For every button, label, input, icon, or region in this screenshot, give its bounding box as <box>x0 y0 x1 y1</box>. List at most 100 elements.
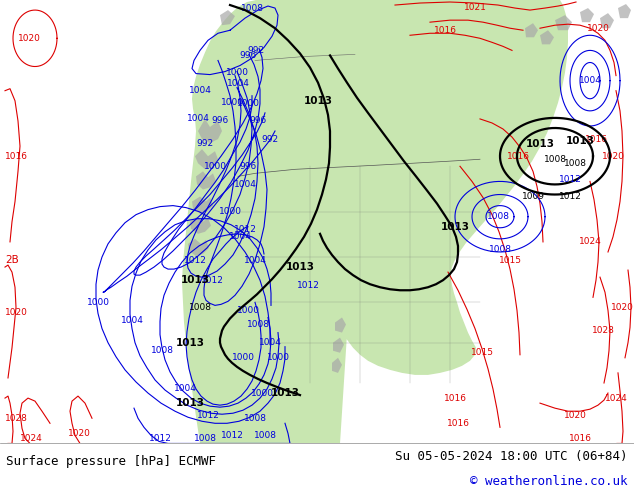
Text: 1013: 1013 <box>285 262 314 272</box>
Polygon shape <box>192 196 213 214</box>
Text: 1000: 1000 <box>226 68 249 77</box>
Polygon shape <box>600 13 614 28</box>
Text: 1013: 1013 <box>566 136 595 146</box>
Text: 1012: 1012 <box>297 281 320 290</box>
Text: 1004: 1004 <box>229 232 252 242</box>
Text: 1013: 1013 <box>441 222 470 232</box>
Text: 1020: 1020 <box>564 411 586 420</box>
Text: 1024: 1024 <box>605 393 628 403</box>
Text: 1015: 1015 <box>470 348 493 357</box>
Text: 1016: 1016 <box>569 434 592 443</box>
Polygon shape <box>525 23 538 37</box>
Text: 1013: 1013 <box>176 398 205 408</box>
Text: 1004: 1004 <box>120 316 143 325</box>
Text: 1000: 1000 <box>204 162 226 171</box>
Text: 1004: 1004 <box>259 338 281 347</box>
Text: 1012: 1012 <box>559 192 581 201</box>
Text: 1008: 1008 <box>486 212 510 221</box>
Text: 1000: 1000 <box>266 353 290 362</box>
Polygon shape <box>555 15 572 30</box>
Text: 1028: 1028 <box>592 326 615 335</box>
Polygon shape <box>220 10 235 25</box>
Polygon shape <box>540 30 554 44</box>
Text: 996: 996 <box>211 117 229 125</box>
Text: 996: 996 <box>240 51 257 60</box>
Text: 1016: 1016 <box>446 419 470 428</box>
Text: 1004: 1004 <box>243 255 266 265</box>
Text: 1024: 1024 <box>20 434 42 443</box>
Text: 1000: 1000 <box>231 353 254 362</box>
Text: 1013: 1013 <box>181 275 209 285</box>
Text: 1012: 1012 <box>221 431 243 440</box>
Text: 1004: 1004 <box>579 76 602 85</box>
Polygon shape <box>580 8 594 22</box>
Text: Surface pressure [hPa] ECMWF: Surface pressure [hPa] ECMWF <box>6 455 216 467</box>
Text: 1016: 1016 <box>444 393 467 403</box>
Text: 1016: 1016 <box>5 152 28 161</box>
Text: 1024: 1024 <box>579 237 602 246</box>
Text: 992: 992 <box>197 139 214 147</box>
Text: 1004: 1004 <box>233 180 256 189</box>
Polygon shape <box>196 172 216 190</box>
Text: 1028: 1028 <box>5 414 28 423</box>
Text: 1020: 1020 <box>611 303 634 312</box>
Text: 1020: 1020 <box>18 34 41 43</box>
Text: 1000: 1000 <box>221 98 243 107</box>
Polygon shape <box>195 149 218 170</box>
Text: 1012: 1012 <box>233 225 256 234</box>
Text: 1013: 1013 <box>304 96 332 106</box>
Text: 1008: 1008 <box>489 245 512 254</box>
Text: 1012: 1012 <box>559 175 581 184</box>
Text: 1008: 1008 <box>150 346 174 355</box>
Polygon shape <box>333 338 344 353</box>
Text: 1004: 1004 <box>188 86 211 95</box>
Polygon shape <box>198 119 222 143</box>
Text: 1016: 1016 <box>507 152 529 161</box>
Text: 1004: 1004 <box>174 384 197 392</box>
Polygon shape <box>188 239 209 256</box>
Text: 1008: 1008 <box>564 159 586 168</box>
Text: 1008: 1008 <box>243 414 266 423</box>
Text: 1020: 1020 <box>602 152 625 161</box>
Text: 1021: 1021 <box>463 3 486 12</box>
Text: 1015: 1015 <box>498 255 522 265</box>
Polygon shape <box>332 358 342 373</box>
Polygon shape <box>618 4 631 18</box>
Text: 1008: 1008 <box>188 303 212 312</box>
Text: 1013: 1013 <box>176 338 205 348</box>
Polygon shape <box>190 217 211 234</box>
Text: 1013: 1013 <box>271 388 299 398</box>
Text: 1012: 1012 <box>184 255 207 265</box>
Text: 996: 996 <box>249 117 267 125</box>
Text: 1008: 1008 <box>543 155 567 164</box>
Text: 1000: 1000 <box>250 389 273 397</box>
Text: 1012: 1012 <box>197 411 219 420</box>
Text: 1012: 1012 <box>200 276 223 285</box>
Text: 1000: 1000 <box>236 306 259 315</box>
Text: 1000: 1000 <box>86 298 110 307</box>
Text: 1020: 1020 <box>68 429 91 438</box>
Text: 1004: 1004 <box>186 115 209 123</box>
Text: 1008: 1008 <box>240 3 264 13</box>
Text: 992: 992 <box>261 135 278 144</box>
Polygon shape <box>182 0 568 443</box>
Text: 1012: 1012 <box>148 435 171 443</box>
Text: © weatheronline.co.uk: © weatheronline.co.uk <box>470 475 628 488</box>
Text: 1013: 1013 <box>526 139 555 149</box>
Text: 1016: 1016 <box>585 135 608 144</box>
Text: 1000: 1000 <box>236 99 259 108</box>
Text: 1020: 1020 <box>5 308 28 317</box>
Text: 1008: 1008 <box>193 435 216 443</box>
Text: 1020: 1020 <box>586 24 609 33</box>
Text: 1000: 1000 <box>219 207 242 216</box>
Text: 1004: 1004 <box>226 79 249 88</box>
Text: 996: 996 <box>240 162 257 171</box>
Text: 2B: 2B <box>5 255 19 265</box>
Text: 992: 992 <box>247 46 264 55</box>
Text: 1009: 1009 <box>522 192 545 201</box>
Text: 1008: 1008 <box>254 431 276 440</box>
Text: 1008: 1008 <box>247 320 269 329</box>
Text: 1016: 1016 <box>434 26 456 35</box>
Text: Su 05-05-2024 18:00 UTC (06+84): Su 05-05-2024 18:00 UTC (06+84) <box>395 450 628 463</box>
Polygon shape <box>335 318 346 333</box>
